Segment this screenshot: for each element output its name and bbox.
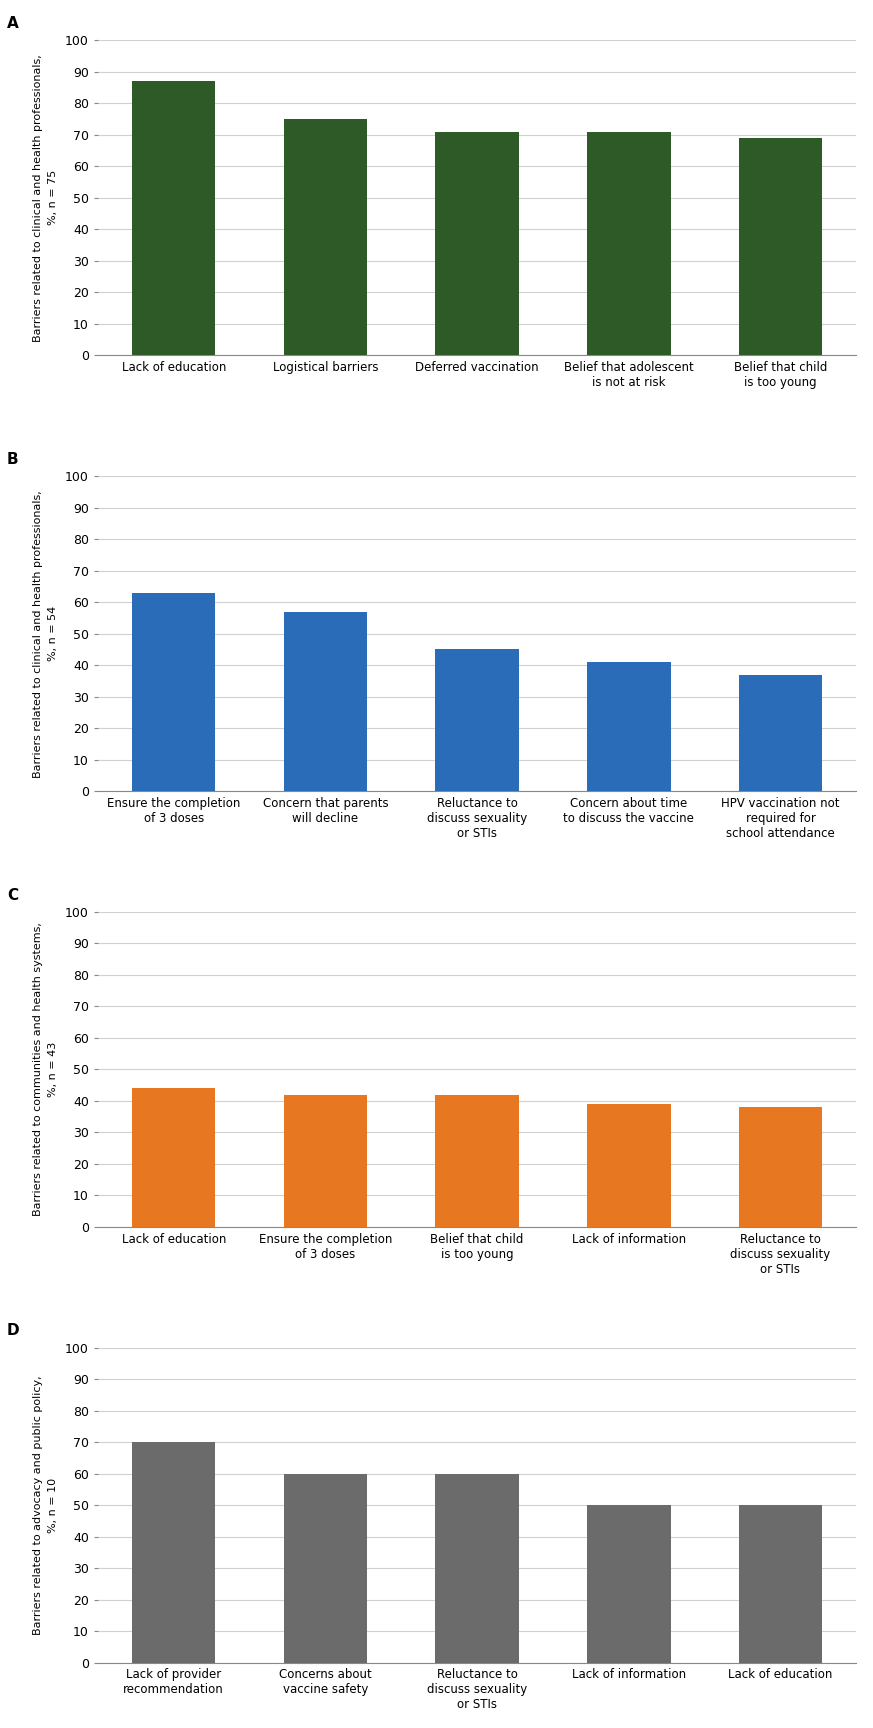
Bar bbox=[284, 1474, 368, 1662]
Bar bbox=[132, 81, 216, 356]
Text: C: C bbox=[7, 888, 18, 902]
Y-axis label: Barriers related to advocacy and public policy,
%, n = 10: Barriers related to advocacy and public … bbox=[33, 1375, 58, 1635]
Bar bbox=[587, 662, 670, 791]
Bar bbox=[436, 131, 519, 356]
Bar bbox=[284, 1094, 368, 1227]
Y-axis label: Barriers related to clinical and health professionals,
%, n = 54: Barriers related to clinical and health … bbox=[33, 489, 58, 778]
Bar bbox=[587, 1505, 670, 1662]
Y-axis label: Barriers related to clinical and health professionals,
%, n = 75: Barriers related to clinical and health … bbox=[33, 54, 58, 342]
Bar bbox=[587, 131, 670, 356]
Bar bbox=[587, 1104, 670, 1227]
Bar bbox=[132, 1443, 216, 1662]
Bar bbox=[436, 650, 519, 791]
Bar bbox=[739, 138, 822, 356]
Bar bbox=[132, 593, 216, 791]
Text: B: B bbox=[7, 451, 18, 467]
Bar bbox=[436, 1474, 519, 1662]
Bar bbox=[284, 119, 368, 356]
Bar bbox=[284, 612, 368, 791]
Bar bbox=[132, 1089, 216, 1227]
Y-axis label: Barriers related to communities and health systems,
%, n = 43: Barriers related to communities and heal… bbox=[33, 923, 58, 1217]
Text: A: A bbox=[7, 16, 18, 31]
Bar bbox=[436, 1094, 519, 1227]
Bar bbox=[739, 674, 822, 791]
Bar bbox=[739, 1505, 822, 1662]
Text: D: D bbox=[7, 1324, 19, 1339]
Bar bbox=[739, 1108, 822, 1227]
